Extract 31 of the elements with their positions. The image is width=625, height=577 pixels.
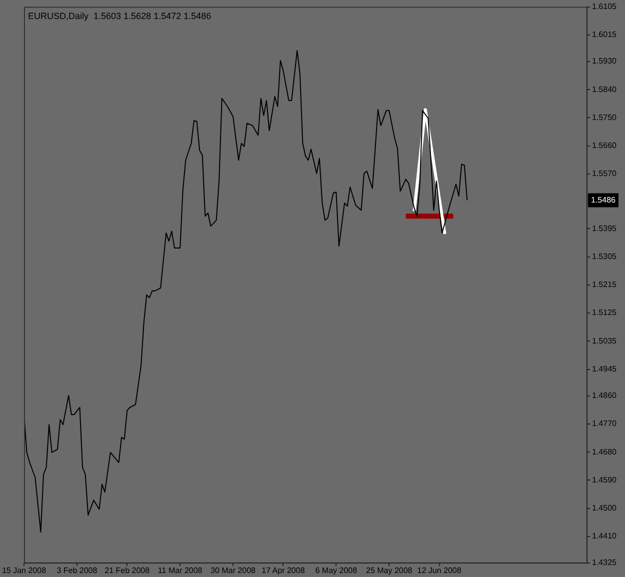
x-tick-label: 15 Jan 2008 [2,566,47,576]
y-tick-label: 1.6015 [592,30,618,40]
x-tick-label: 6 May 2008 [315,566,358,576]
y-tick-label: 1.5305 [592,252,618,261]
x-tick-label: 12 Jun 2008 [417,566,462,576]
y-tick-label: 1.4945 [592,364,618,374]
y-tick-label: 1.5395 [592,224,618,233]
y-tick-label: 1.6105 [592,2,618,12]
y-tick-label: 1.5125 [592,308,618,318]
x-tick-label: 21 Feb 2008 [104,566,150,576]
y-tick-label: 1.5660 [592,141,618,150]
y-tick-label: 1.4325 [592,558,618,568]
y-tick-label: 1.5840 [592,84,618,94]
y-tick-label: 1.4860 [592,391,618,400]
y-tick-label: 1.5930 [592,56,618,66]
x-tick-label: 25 May 2008 [366,566,413,576]
x-tick-label: 30 Mar 2008 [210,566,256,576]
y-tick-label: 1.4770 [592,419,618,428]
y-tick-label: 1.5570 [592,169,618,178]
x-tick-label: 11 Mar 2008 [158,566,203,576]
y-tick-label: 1.4680 [592,447,618,456]
y-tick-label: 1.4590 [592,475,618,484]
y-tick-label: 1.4500 [592,504,618,513]
y-tick-label: 1.5215 [592,280,618,290]
chart-title: EURUSD,Daily 1.5603 1.5628 1.5472 1.5486 [28,10,212,21]
annotation: 1.5486 [591,195,616,204]
y-tick-label: 1.4410 [592,532,618,541]
x-tick-label: 17 Apr 2008 [262,566,306,576]
y-tick-label: 1.5750 [592,112,618,122]
x-tick-label: 3 Feb 2008 [56,566,98,576]
y-tick-label: 1.5035 [592,336,618,346]
